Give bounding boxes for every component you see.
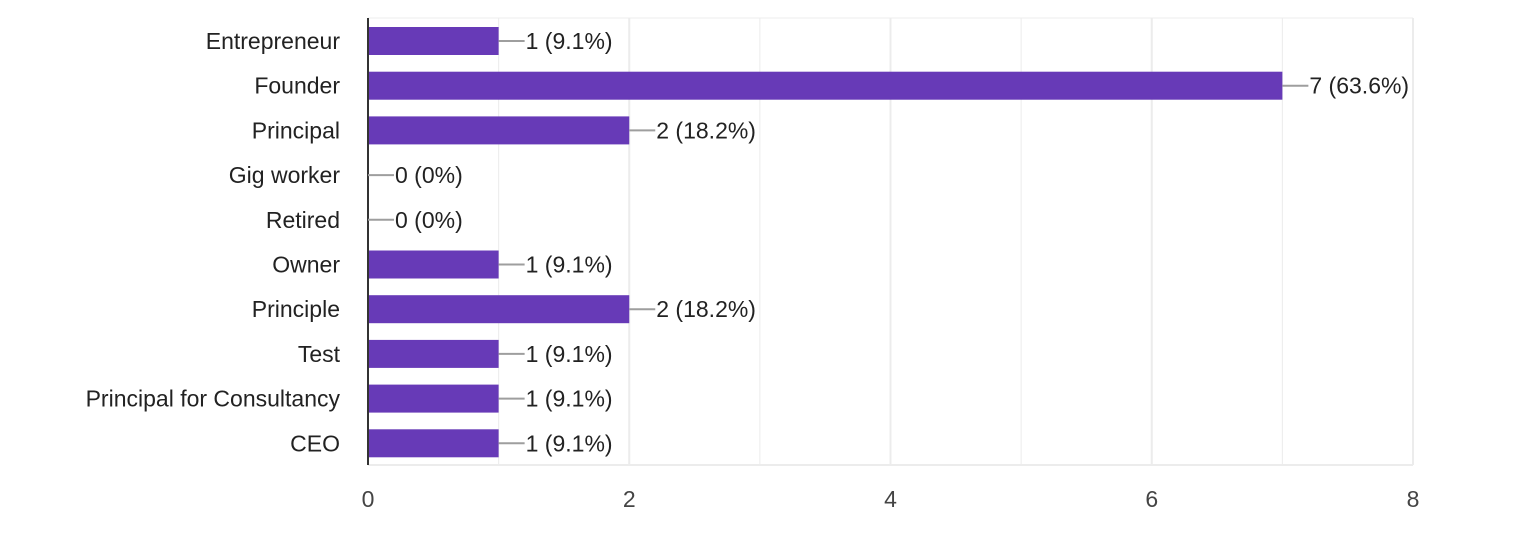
data-label: 1 (9.1%): [526, 252, 613, 278]
axes: 0 2 4 6 8: [362, 18, 1420, 512]
data-label: 2 (18.2%): [656, 296, 756, 322]
x-tick-label: 2: [623, 486, 636, 512]
bar: [368, 116, 630, 145]
category-label: Test: [298, 341, 341, 367]
data-label: 0 (0%): [395, 162, 463, 188]
bar: [368, 27, 499, 55]
category-label: Gig worker: [229, 162, 341, 188]
category-label: Entrepreneur: [206, 28, 341, 54]
data-label: 7 (63.6%): [1309, 73, 1409, 99]
bar: [368, 429, 499, 458]
category-label: Retired: [266, 207, 340, 233]
data-label: 1 (9.1%): [526, 28, 613, 54]
bar: [368, 339, 499, 368]
bar: [368, 384, 499, 413]
data-label: 2 (18.2%): [656, 117, 756, 143]
category-label: Principal: [252, 117, 340, 143]
category-label: Owner: [272, 252, 340, 278]
category-label: Founder: [254, 73, 340, 99]
labels: 1 (9.1%) Entrepreneur 7 (63.6%) Founder 2 (1…: [86, 28, 1410, 456]
x-tick-label: 0: [362, 486, 375, 512]
bars: [368, 27, 1283, 458]
x-tick-label: 8: [1407, 486, 1420, 512]
bar: [368, 250, 499, 279]
x-tick-label: 4: [884, 486, 897, 512]
bar: [368, 295, 630, 324]
bar: [368, 71, 1283, 100]
category-label: Principal for Consultancy: [86, 386, 341, 412]
x-tick-label: 6: [1145, 486, 1158, 512]
category-label: Principle: [252, 296, 340, 322]
category-label: CEO: [290, 430, 340, 456]
data-label: 1 (9.1%): [526, 386, 613, 412]
data-label: 0 (0%): [395, 207, 463, 233]
data-label: 1 (9.1%): [526, 430, 613, 456]
data-label: 1 (9.1%): [526, 341, 613, 367]
